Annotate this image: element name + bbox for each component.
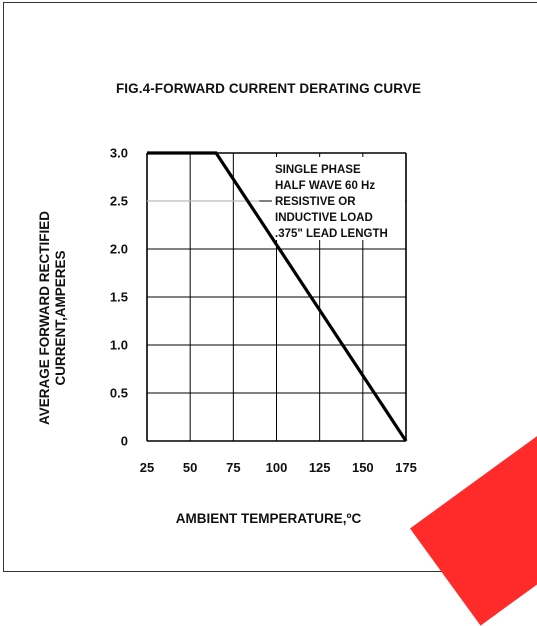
x-tick-label: 175 [395, 460, 417, 475]
x-axis-label: AMBIENT TEMPERATURE,ºC [175, 511, 362, 526]
annotation-line: HALF WAVE 60 Hz [275, 180, 375, 192]
y-tick-label: 1.0 [110, 338, 128, 353]
x-tick-label: 75 [226, 460, 240, 475]
annotation-box [272, 157, 405, 240]
annotation-text: SINGLE PHASE HALF WAVE 60 Hz RESISTIVE OR I… [275, 164, 388, 240]
x-tick-label: 125 [309, 460, 331, 475]
x-tick-label: 50 [183, 460, 197, 475]
derating-curve [147, 151, 408, 442]
annotation-line: SINGLE PHASE [275, 164, 361, 176]
y-tick-label: 2.0 [110, 242, 128, 257]
annotation-line: .375" LEAD LENGTH [275, 228, 388, 240]
x-tick-label: 100 [266, 460, 288, 475]
annotation-line: RESISTIVE OR [275, 196, 356, 208]
chart-title: FIG.4-FORWARD CURRENT DERATING CURVE [115, 81, 422, 96]
x-tick-label: 25 [140, 460, 154, 475]
y-tick-label: 3.0 [110, 146, 128, 161]
y-tick-label: 1.5 [110, 290, 128, 305]
y-tick-label: 2.5 [110, 194, 128, 209]
annotation-line: INDUCTIVE LOAD [275, 212, 373, 224]
x-tick-label: 150 [352, 460, 374, 475]
chart-plot: 25 50 75 100 125 150 175 0 0.5 1.0 1.5 2.0 2.5 3.0 S… [110, 146, 417, 476]
y-tick-label: 0 [121, 434, 128, 449]
y-tick-label: 0.5 [110, 386, 128, 401]
